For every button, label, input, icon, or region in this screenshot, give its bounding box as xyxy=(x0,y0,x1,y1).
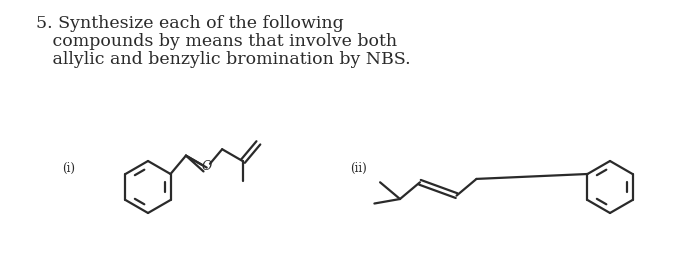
Text: compounds by means that involve both: compounds by means that involve both xyxy=(36,33,397,50)
Text: (ii): (ii) xyxy=(350,162,367,175)
Text: 5. Synthesize each of the following: 5. Synthesize each of the following xyxy=(36,15,344,32)
Text: (i): (i) xyxy=(62,162,75,175)
Text: O: O xyxy=(202,160,212,173)
Text: allylic and benzylic bromination by NBS.: allylic and benzylic bromination by NBS. xyxy=(36,51,411,68)
